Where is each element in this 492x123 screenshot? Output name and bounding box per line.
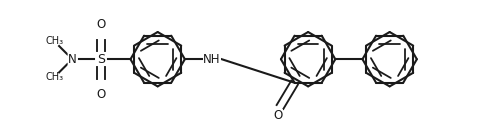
Text: O: O xyxy=(97,88,106,101)
Text: O: O xyxy=(274,109,283,122)
Text: O: O xyxy=(97,18,106,31)
Text: N: N xyxy=(68,53,77,66)
Text: CH₃: CH₃ xyxy=(45,72,63,82)
Text: NH: NH xyxy=(203,53,221,66)
Text: S: S xyxy=(97,53,105,66)
Text: CH₃: CH₃ xyxy=(45,36,63,46)
